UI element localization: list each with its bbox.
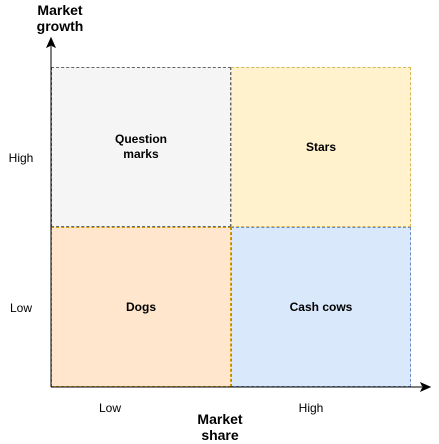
y-axis-arrowhead — [45, 36, 57, 49]
x-axis-title: Market share — [197, 411, 243, 443]
cash-cows-label: Cash cows — [289, 299, 353, 314]
y-tick-low: Low — [9, 301, 32, 315]
question-marks-label: Question marks — [114, 132, 167, 161]
x-tick-high: High — [298, 401, 324, 415]
x-tick-low: Low — [98, 401, 121, 415]
question-marks-quadrant: Question marks — [51, 67, 231, 227]
y-tick-high: High — [8, 151, 34, 165]
stars-label: Stars — [305, 139, 337, 154]
cash-cows-quadrant: Cash cows — [231, 227, 411, 387]
stars-quadrant: Stars — [231, 67, 411, 227]
dogs-label: Dogs — [126, 299, 156, 314]
x-axis-arrowhead — [419, 381, 432, 393]
y-axis-title: Market growth — [36, 2, 84, 34]
